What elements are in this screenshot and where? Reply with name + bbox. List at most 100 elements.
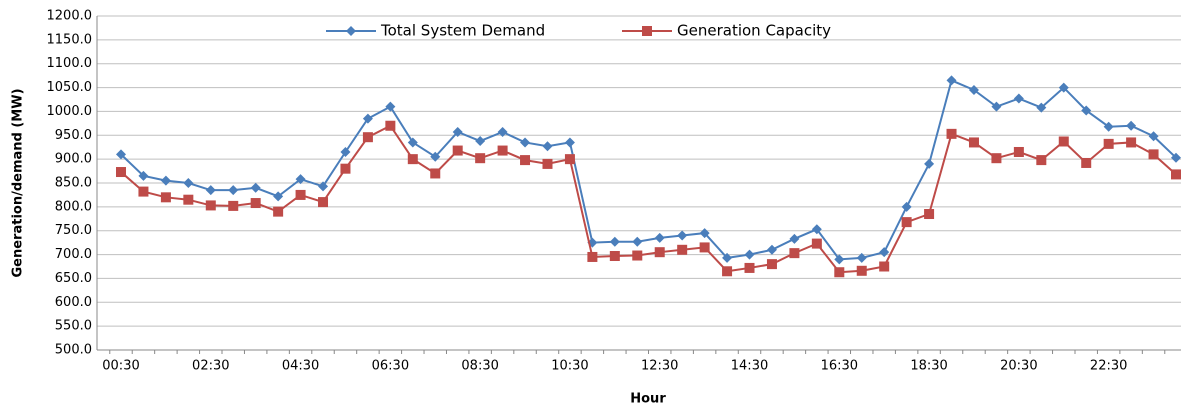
- marker: [250, 198, 261, 209]
- marker: [452, 145, 463, 156]
- x-tick-label: 14:30: [731, 359, 768, 374]
- marker: [609, 236, 620, 247]
- marker: [766, 244, 777, 255]
- y-axis-label: Generation/demand (MW): [11, 88, 26, 277]
- marker: [497, 145, 508, 156]
- y-tick-label: 950.0: [55, 128, 92, 143]
- marker: [362, 113, 373, 124]
- marker: [1148, 149, 1159, 160]
- marker: [520, 155, 531, 166]
- marker: [609, 251, 620, 262]
- marker: [205, 185, 216, 196]
- marker: [834, 267, 845, 278]
- marker: [138, 186, 149, 197]
- marker: [924, 158, 935, 169]
- y-tick-label: 500.0: [55, 343, 92, 358]
- marker: [116, 167, 126, 178]
- marker: [1103, 121, 1114, 132]
- marker: [430, 168, 441, 179]
- marker: [183, 194, 194, 205]
- y-tick-label: 600.0: [55, 295, 92, 310]
- marker: [744, 262, 755, 273]
- marker: [1013, 93, 1024, 104]
- marker: [744, 249, 755, 260]
- marker: [1058, 82, 1069, 93]
- marker: [138, 170, 149, 181]
- marker: [452, 126, 463, 137]
- x-tick-label: 10:30: [551, 359, 588, 374]
- marker: [856, 252, 867, 263]
- x-tick-label: 16:30: [821, 359, 858, 374]
- marker: [385, 120, 396, 131]
- y-tick-label: 1050.0: [47, 80, 93, 95]
- y-tick-label: 1150.0: [47, 32, 93, 47]
- marker: [160, 175, 171, 186]
- marker: [946, 128, 957, 139]
- marker: [766, 259, 777, 270]
- marker: [789, 248, 800, 259]
- marker: [654, 247, 665, 258]
- marker: [475, 136, 486, 147]
- marker: [946, 75, 957, 86]
- y-tick-label: 650.0: [55, 271, 92, 286]
- marker: [183, 178, 194, 188]
- marker: [407, 154, 418, 165]
- marker: [1058, 136, 1069, 147]
- marker: [1171, 169, 1181, 180]
- marker: [497, 126, 508, 137]
- marker: [1081, 105, 1092, 116]
- x-tick-label: 06:30: [372, 359, 409, 374]
- marker: [475, 153, 486, 164]
- marker: [160, 192, 171, 203]
- marker: [1126, 137, 1137, 148]
- marker: [722, 266, 733, 277]
- marker: [318, 197, 329, 208]
- series-line: [120, 79, 1177, 261]
- marker: [677, 230, 688, 241]
- marker: [1013, 146, 1024, 157]
- y-tick-label: 800.0: [55, 199, 92, 214]
- marker: [968, 84, 979, 95]
- marker: [632, 236, 643, 247]
- marker: [991, 153, 1002, 164]
- marker: [273, 206, 284, 217]
- y-tick-label: 900.0: [55, 152, 92, 167]
- marker: [295, 189, 306, 200]
- marker: [654, 232, 665, 243]
- marker: [632, 250, 643, 261]
- marker: [520, 137, 531, 148]
- marker: [564, 137, 575, 148]
- marker: [318, 181, 329, 192]
- x-axis-label: Hour: [630, 392, 666, 407]
- marker: [1126, 120, 1137, 131]
- marker: [340, 163, 351, 174]
- marker: [642, 26, 652, 36]
- marker: [407, 137, 418, 148]
- marker: [789, 233, 800, 244]
- marker: [901, 217, 912, 228]
- marker: [834, 254, 845, 265]
- marker: [362, 132, 373, 143]
- marker: [587, 251, 598, 262]
- marker: [699, 228, 710, 239]
- marker: [116, 149, 126, 160]
- x-tick-label: 12:30: [641, 359, 678, 374]
- marker: [811, 238, 822, 249]
- legend-label: Generation Capacity: [677, 22, 831, 40]
- y-tick-label: 850.0: [55, 176, 92, 191]
- y-tick-label: 750.0: [55, 223, 92, 238]
- marker: [1081, 157, 1092, 168]
- marker: [228, 185, 239, 196]
- marker: [205, 200, 216, 211]
- marker: [924, 209, 935, 220]
- marker: [564, 154, 575, 165]
- marker: [542, 141, 553, 152]
- marker: [811, 224, 822, 235]
- marker: [901, 201, 912, 212]
- y-tick-label: 1000.0: [47, 104, 93, 119]
- x-tick-label: 22:30: [1090, 359, 1127, 374]
- marker: [542, 158, 553, 169]
- marker: [1148, 131, 1159, 142]
- marker: [879, 247, 890, 258]
